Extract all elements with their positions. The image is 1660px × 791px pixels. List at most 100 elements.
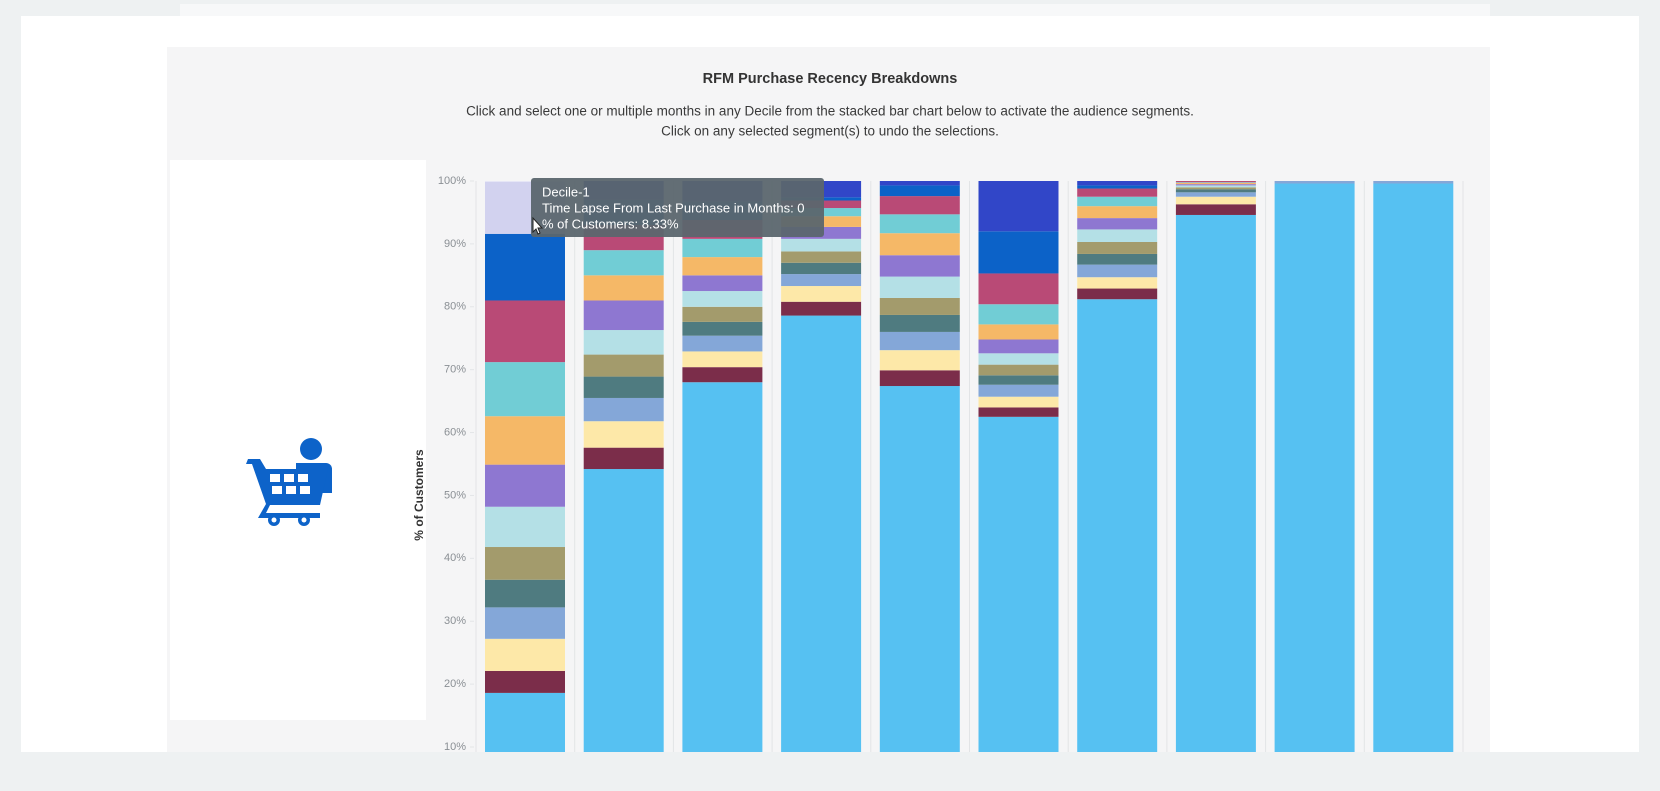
chart-title: RFM Purchase Recency Breakdowns — [703, 71, 958, 87]
bar-segment — [1077, 218, 1158, 230]
subtitle-line: Click on any selected segment(s) to undo… — [661, 124, 999, 139]
bar-segment — [978, 384, 1059, 397]
bar-segment — [1077, 277, 1158, 289]
bar-segment — [879, 276, 960, 298]
bar-segment — [1373, 181, 1454, 184]
bar-segment — [1274, 183, 1355, 752]
bar-segment — [583, 300, 664, 331]
bar-segment — [485, 607, 565, 639]
cart-cell — [270, 474, 280, 482]
bar-segment — [879, 185, 960, 197]
bar-segment — [879, 386, 960, 752]
y-tick-label: 70% — [444, 364, 466, 376]
bar-segment — [879, 255, 960, 277]
bar-segment — [879, 196, 960, 215]
bar-segment — [1077, 253, 1158, 265]
bar-segment — [485, 300, 565, 363]
bar-segment — [682, 257, 763, 276]
y-tick-label: 60% — [444, 426, 466, 438]
bar-segment — [879, 370, 960, 387]
bar-segment — [1373, 183, 1454, 752]
top-card-edge — [180, 4, 1490, 18]
bar-segment — [781, 274, 862, 287]
y-tick-label: 30% — [444, 615, 466, 627]
bar-segment — [879, 331, 960, 351]
y-tick-label: 80% — [444, 301, 466, 313]
bar-segment — [879, 350, 960, 371]
bar-segment — [485, 579, 565, 608]
bar-segment — [682, 351, 763, 368]
bar-segment — [1175, 182, 1256, 185]
wheel-hub — [301, 517, 307, 523]
bar-segment — [583, 275, 664, 301]
cart-cell — [286, 486, 296, 494]
bar-segment — [879, 297, 960, 315]
bar-segment — [781, 262, 862, 275]
cart-cell — [298, 474, 308, 482]
bar-segment — [583, 250, 664, 276]
bar-segment — [1175, 189, 1256, 193]
bar-segment — [978, 231, 1059, 274]
bar-segment — [682, 291, 763, 307]
bar-segment — [1175, 214, 1256, 752]
bar-segment — [485, 692, 565, 752]
cart-cell — [284, 474, 294, 482]
bar-segment — [485, 233, 565, 301]
bar-segment — [1175, 182, 1256, 183]
y-tick-label: 50% — [444, 489, 466, 501]
bar-segment — [978, 324, 1059, 340]
bar-segment — [583, 421, 664, 448]
tooltip-box — [531, 178, 824, 237]
bar-segment — [879, 233, 960, 256]
bar-segment — [1077, 185, 1158, 189]
bar-segment — [1175, 204, 1256, 215]
bar-segment — [1077, 229, 1158, 243]
bar-segment — [781, 238, 862, 252]
bar-segment — [1077, 288, 1158, 300]
y-tick-label: 20% — [444, 678, 466, 690]
y-tick-label: 40% — [444, 552, 466, 564]
bar-segment — [1077, 188, 1158, 197]
bar-segment — [781, 315, 862, 752]
bar-segment — [978, 364, 1059, 376]
bar-segment — [682, 382, 763, 752]
bar-segment — [583, 469, 664, 752]
bar-segment — [682, 275, 763, 292]
cart-cell — [272, 486, 282, 494]
plot — [475, 181, 1464, 752]
bar-segment — [1175, 192, 1256, 197]
bar-segment — [682, 367, 763, 383]
bar-segment — [978, 375, 1059, 385]
bar-segment — [781, 251, 862, 263]
bar-segment — [682, 335, 763, 352]
bar-segment — [485, 638, 565, 671]
bar-segment — [1175, 184, 1256, 186]
cart-cell — [300, 486, 310, 494]
bar-segment — [978, 416, 1059, 752]
tooltip: Decile-1 Time Lapse From Last Purchase i… — [531, 178, 824, 237]
bar-segment — [1274, 181, 1355, 184]
y-tick-label: 90% — [444, 238, 466, 250]
bar-segment — [978, 273, 1059, 305]
bar-segment — [1077, 196, 1158, 207]
bar-segment — [583, 330, 664, 355]
icon-area — [170, 160, 426, 720]
y-axis-label: % of Customers — [412, 449, 426, 541]
bar-segment — [978, 407, 1059, 417]
bar-segment — [485, 464, 565, 507]
bar-segment — [1077, 264, 1158, 278]
bar-segment — [485, 416, 565, 465]
bar-segment — [583, 376, 664, 398]
bar-segment — [1175, 181, 1256, 183]
bar-segment — [1077, 206, 1158, 219]
y-tick-label: 100% — [438, 175, 466, 187]
cart-grid — [270, 474, 310, 523]
bar-segment — [879, 314, 960, 332]
bar-segment — [978, 353, 1059, 365]
bar-segment — [1077, 299, 1158, 752]
bar-segment — [682, 306, 763, 322]
bar-segment — [485, 362, 565, 417]
bar-segment — [978, 396, 1059, 408]
y-tick-label: 10% — [444, 741, 466, 753]
